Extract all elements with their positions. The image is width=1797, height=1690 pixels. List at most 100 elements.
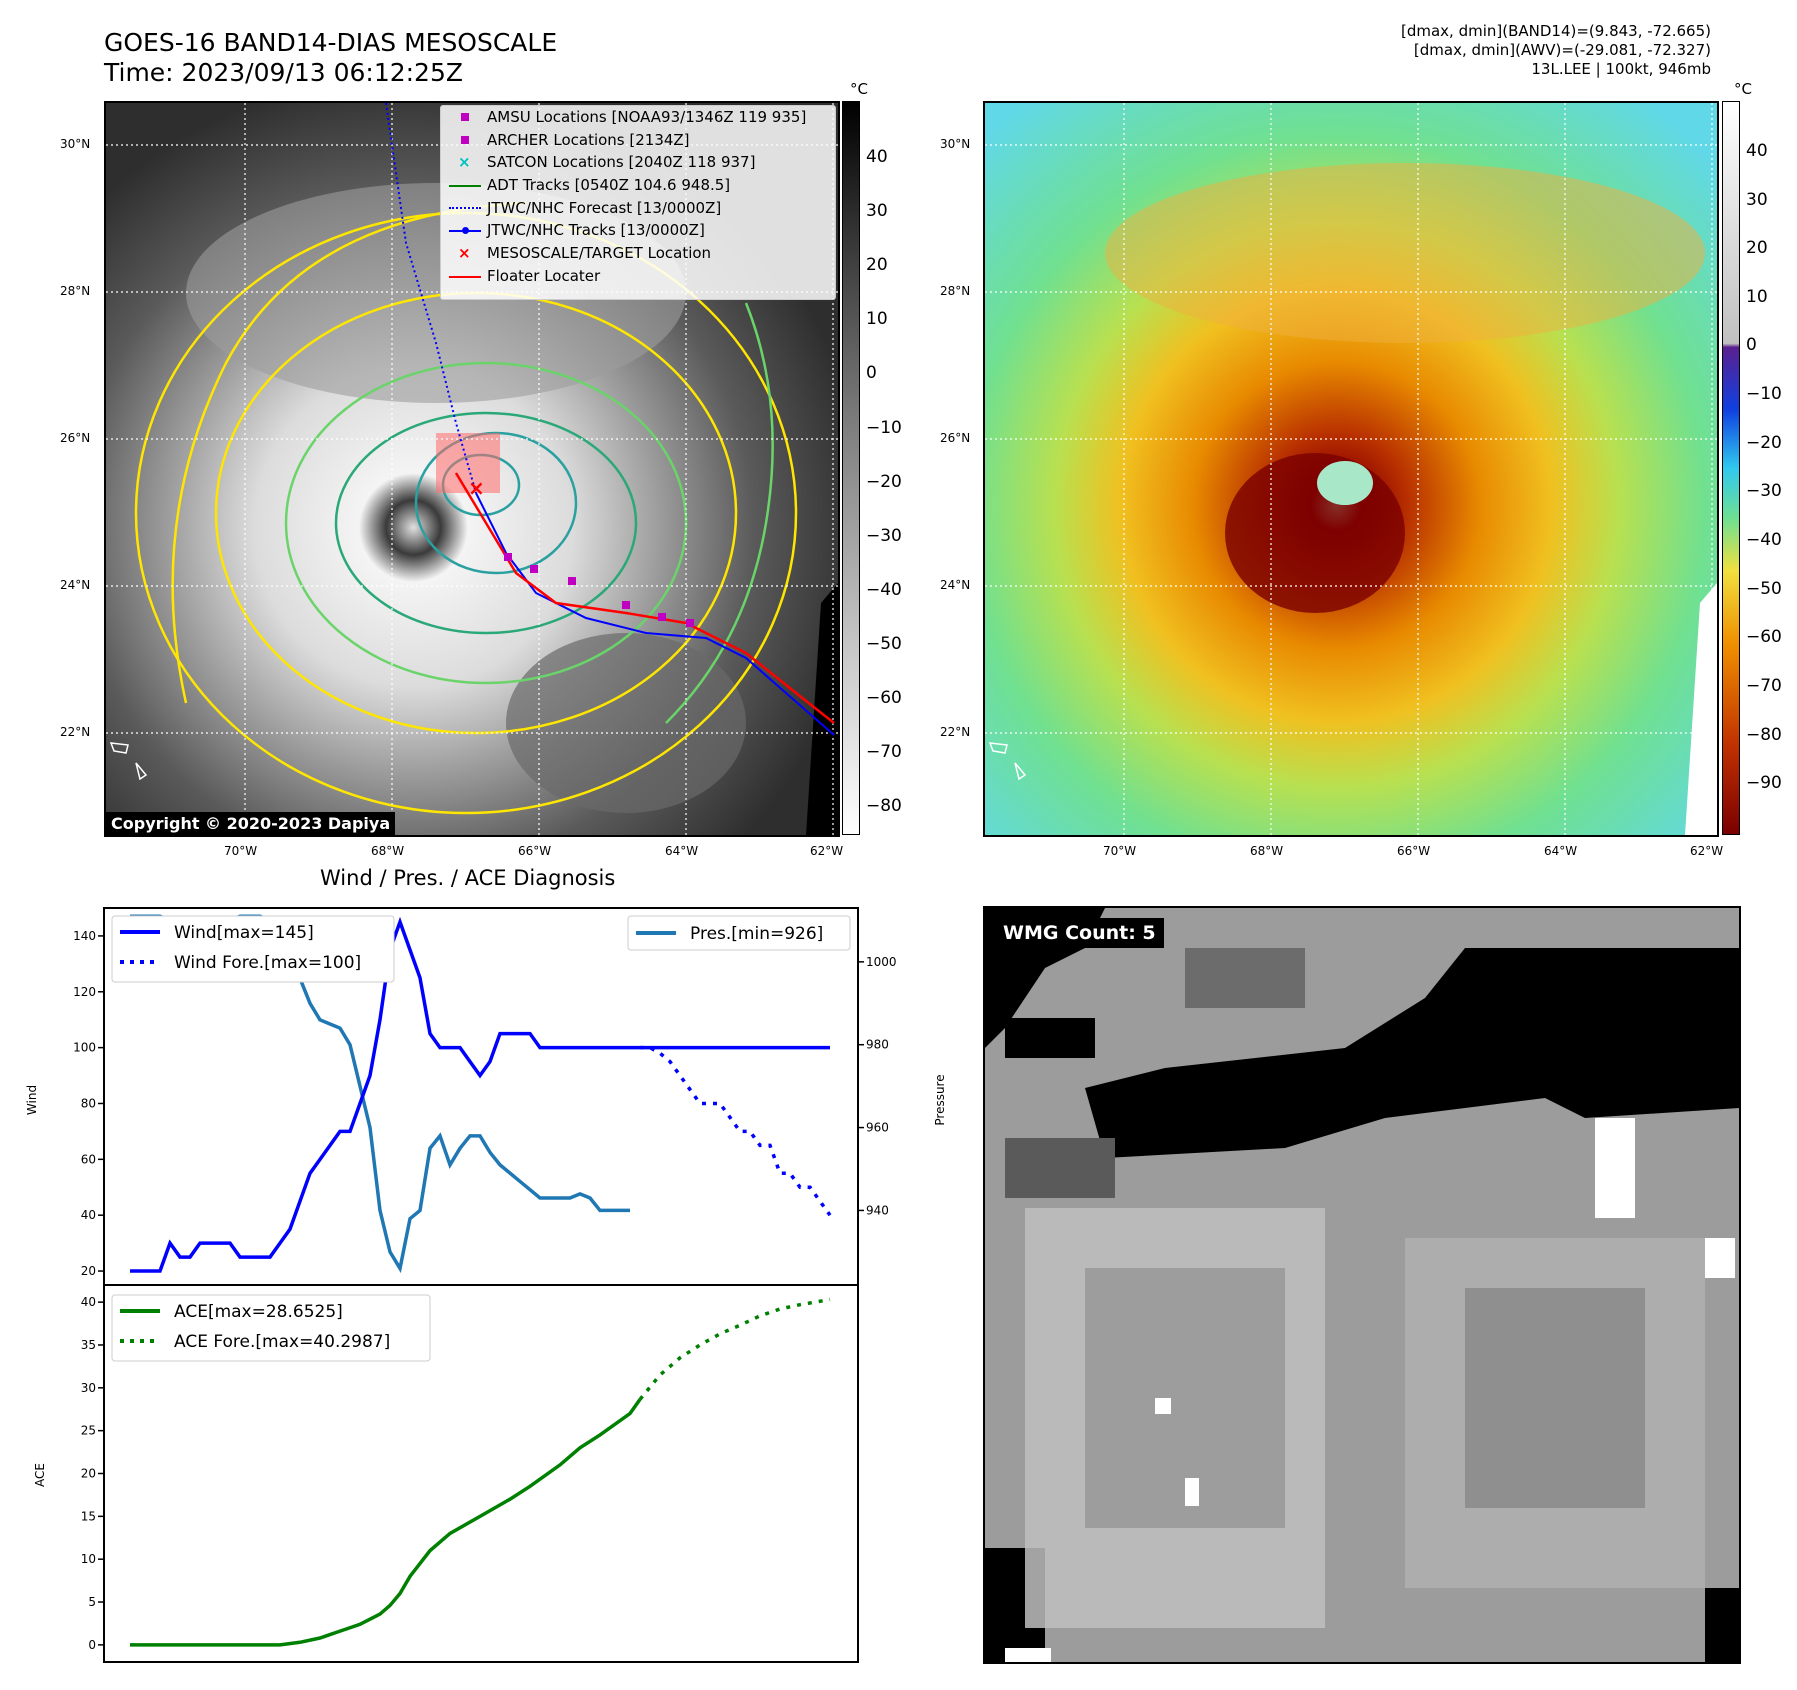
line-icon xyxy=(449,265,481,288)
y-tick-label: 100 xyxy=(73,1041,96,1055)
lat-label: 30°N xyxy=(940,137,971,151)
y-tick-label: 0 xyxy=(88,1638,96,1652)
legend-item: AMSU Locations [NOAA93/1346Z 119 935] xyxy=(441,106,835,129)
series-line xyxy=(130,1398,642,1647)
copyright-badge: Copyright © 2020-2023 Dapiya xyxy=(106,812,396,835)
lon-label: 70°W xyxy=(224,844,258,858)
colorbar-tick: −30 xyxy=(866,526,902,546)
colorbar-tick: 20 xyxy=(1746,238,1768,258)
legend-wind: Wind[max=145] xyxy=(174,923,314,943)
lon-label: 66°W xyxy=(518,844,552,858)
y-tick-label: 140 xyxy=(73,929,96,943)
svg-text:×: × xyxy=(468,476,485,500)
ace-axis-label: ACE xyxy=(33,1463,47,1487)
enhanced-map-image xyxy=(985,103,1717,835)
wmg-panel: WMG Count: 5 xyxy=(983,906,1741,1664)
colorbar-tick: −80 xyxy=(866,796,902,816)
lon-label: 68°W xyxy=(371,844,405,858)
colorbar-tick: −20 xyxy=(866,472,902,492)
lon-label: 62°W xyxy=(1690,844,1724,858)
y-tick-label: 35 xyxy=(81,1338,96,1352)
colorbar-tick: 0 xyxy=(866,363,877,383)
lon-label: 64°W xyxy=(1544,844,1578,858)
colorbar-tick: −60 xyxy=(1746,627,1782,647)
y-tick-label: 940 xyxy=(866,1203,889,1217)
colorbar-unit: °C xyxy=(850,80,868,98)
legend-item: × SATCON Locations [2040Z 118 937] xyxy=(441,151,835,174)
color-colorbar xyxy=(1722,101,1740,835)
colorbar-tick: 30 xyxy=(1746,190,1768,210)
colorbar-tick: −40 xyxy=(866,580,902,600)
legend-item: JTWC/NHC Tracks [13/0000Z] xyxy=(441,219,835,242)
lon-label: 62°W xyxy=(810,844,844,858)
figure-title: GOES-16 BAND14-DIAS MESOSCALE xyxy=(104,28,558,57)
colorbar-tick: 20 xyxy=(866,255,888,275)
colorbar-tick: −50 xyxy=(1746,579,1782,599)
line-dot-icon xyxy=(449,219,481,242)
lat-label: 26°N xyxy=(940,431,971,445)
series-line xyxy=(130,916,830,1273)
y-tick-label: 25 xyxy=(81,1424,96,1438)
y-tick-label: 1000 xyxy=(866,955,897,969)
legend-ace-fore: ACE Fore.[max=40.2987] xyxy=(174,1332,390,1352)
y-tick-label: 30 xyxy=(81,1381,96,1395)
figure-time: Time: 2023/09/13 06:12:25Z xyxy=(104,58,463,87)
colorbar-tick: −70 xyxy=(1746,676,1782,696)
ir-map-panel: × Copyright © 2020-2023 Dapiya AMSU Loca… xyxy=(104,101,840,837)
lat-label: 28°N xyxy=(940,284,971,298)
diagnosis-title: Wind / Pres. / ACE Diagnosis xyxy=(320,866,616,890)
colorbar-tick: 10 xyxy=(866,309,888,329)
gray-colorbar xyxy=(842,101,860,835)
legend-item: ARCHER Locations [2134Z] xyxy=(441,129,835,152)
y-tick-label: 5 xyxy=(88,1595,96,1609)
colorbar-tick: −30 xyxy=(1746,481,1782,501)
colorbar-tick: −10 xyxy=(1746,384,1782,404)
colorbar-tick: −60 xyxy=(866,688,902,708)
storm-info: 13L.LEE | 100kt, 946mb xyxy=(1531,60,1711,78)
ace-series-group xyxy=(130,1297,831,1647)
colorbar-tick: −40 xyxy=(1746,530,1782,550)
colorbar-tick: −20 xyxy=(1746,433,1782,453)
legend-wind-fore: Wind Fore.[max=100] xyxy=(174,953,361,973)
wind-y-ticks: 20 40 60 80 100 120 140 xyxy=(73,929,104,1278)
legend-item: × MESOSCALE/TARGET Location xyxy=(441,242,835,265)
x-marker-icon: × xyxy=(458,153,471,172)
y-tick-label: 60 xyxy=(81,1152,96,1166)
wind-axis-label: Wind xyxy=(25,1085,39,1115)
lon-label: 68°W xyxy=(1250,844,1284,858)
lon-label: 64°W xyxy=(665,844,699,858)
lon-label: 66°W xyxy=(1397,844,1431,858)
colorbar-tick: −50 xyxy=(866,634,902,654)
colorbar-tick: 30 xyxy=(866,201,888,221)
wmg-count-badge: WMG Count: 5 xyxy=(995,918,1164,948)
stat-band14: [dmax, dmin](BAND14)=(9.843, -72.665) xyxy=(1400,22,1711,40)
wmg-image xyxy=(985,908,1739,1662)
dotted-line-icon xyxy=(449,197,481,220)
wind-legend: Wind[max=145] Wind Fore.[max=100] xyxy=(111,915,395,983)
square-marker-icon xyxy=(449,106,481,129)
y-tick-label: 40 xyxy=(81,1208,96,1222)
y-tick-label: 980 xyxy=(866,1038,889,1052)
x-marker-icon: × xyxy=(458,244,471,263)
legend-pressure: Pres.[min=926] xyxy=(690,924,823,944)
y-tick-label: 120 xyxy=(73,985,96,999)
colorbar-unit: °C xyxy=(1734,80,1752,98)
colorbar-tick: 40 xyxy=(866,147,888,167)
ace-y-ticks: 0 5 10 15 20 25 30 35 40 xyxy=(81,1295,104,1652)
ace-legend: ACE[max=28.6525] ACE Fore.[max=40.2987] xyxy=(111,1294,431,1362)
y-tick-label: 80 xyxy=(81,1096,96,1110)
diagnosis-chart: 20 40 60 80 100 120 140 940 960 980 1000 0 5 10 15 20… xyxy=(25,907,947,1663)
stats-block: [dmax, dmin](BAND14)=(9.843, -72.665) [d… xyxy=(1401,22,1711,79)
colorbar-tick: 0 xyxy=(1746,335,1757,355)
legend-item: Floater Locater xyxy=(441,265,835,288)
legend-item: ADT Tracks [0540Z 104.6 948.5] xyxy=(441,174,835,197)
lat-label: 26°N xyxy=(60,431,91,445)
colorbar-tick: 10 xyxy=(1746,287,1768,307)
series-line xyxy=(638,1297,831,1401)
lat-label: 22°N xyxy=(60,725,91,739)
colorbar-tick: −80 xyxy=(1746,725,1782,745)
pressure-y-ticks: 940 960 980 1000 xyxy=(858,955,897,1217)
colorbar-tick: 40 xyxy=(1746,141,1768,161)
legend-item: JTWC/NHC Forecast [13/0000Z] xyxy=(441,197,835,220)
map-legend: AMSU Locations [NOAA93/1346Z 119 935] AR… xyxy=(440,105,836,300)
